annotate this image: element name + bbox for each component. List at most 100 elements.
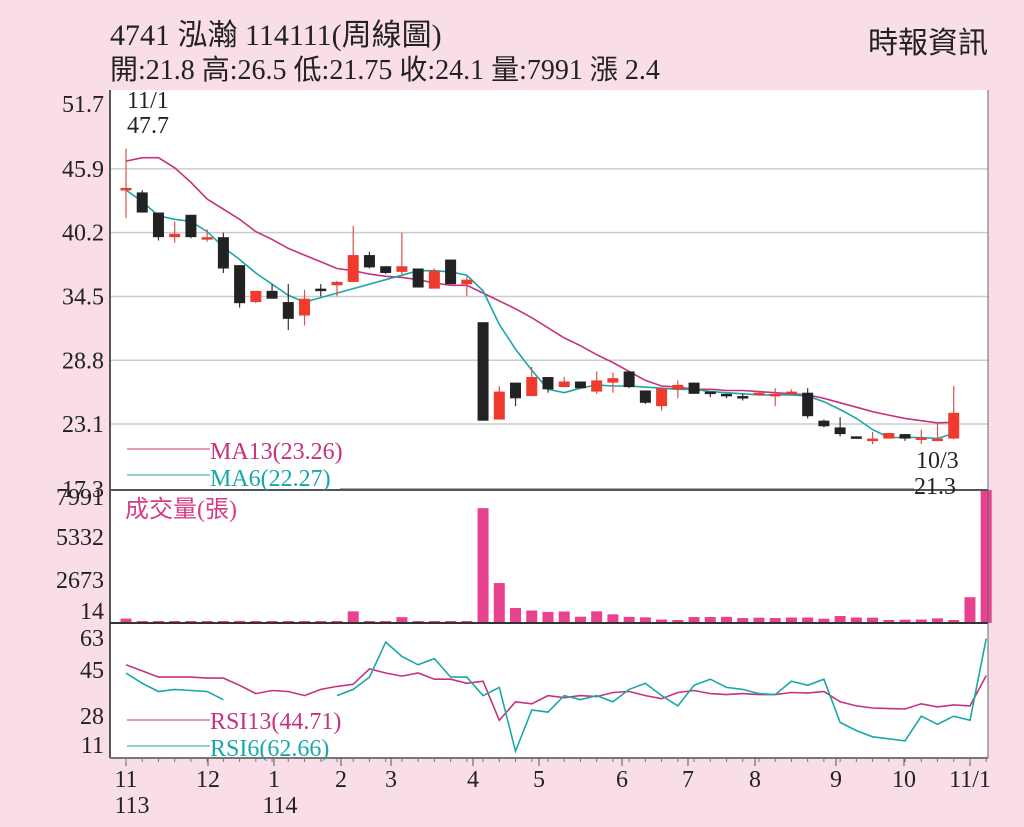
candle-body (915, 437, 927, 440)
candle-body (802, 392, 814, 417)
volume-bar (964, 597, 976, 623)
volume-bar (785, 617, 797, 623)
candle-body (867, 438, 879, 442)
moving-average-lines (125, 156, 954, 440)
candle-body (477, 322, 489, 421)
candle-body (380, 266, 392, 273)
candle-body (234, 265, 246, 304)
candle-body (331, 281, 343, 286)
candle-body (217, 237, 229, 269)
volume-bar (607, 614, 619, 623)
candle-body (574, 381, 586, 389)
y-tick-label: 23.1 (62, 412, 104, 438)
volume-bar (672, 620, 684, 623)
x-tick-label: 1 (268, 767, 280, 793)
x-tick-label: 11 (114, 767, 137, 793)
brand-label: 時報資訊 (868, 27, 988, 60)
candle-body (526, 377, 538, 397)
volume-panel (110, 490, 988, 623)
y-tick-label: 14 (80, 599, 104, 625)
ma13-legend: MA13(23.26) (210, 439, 343, 465)
volume-bar (120, 618, 132, 623)
volume-bar (915, 619, 927, 623)
y-tick-label: 34.5 (62, 284, 104, 310)
ma6-legend: MA6(22.27) (210, 466, 331, 492)
y-tick-label: 28 (80, 704, 104, 730)
candle-body (688, 382, 700, 394)
rsi13-line (125, 664, 987, 722)
volume-bar (688, 617, 700, 623)
rsi6-line (336, 638, 987, 754)
rsi13-legend: RSI13(44.71) (210, 709, 341, 735)
volume-bar (477, 508, 489, 623)
candle-body (152, 212, 164, 238)
volume-bar (623, 616, 635, 623)
candle-body (834, 427, 846, 435)
low-date-annotation: 10/3 (916, 448, 959, 474)
volume-bar (818, 618, 830, 623)
candle-body (558, 381, 570, 388)
candle-body (120, 187, 132, 191)
candle-body (185, 214, 197, 238)
candle-body (721, 393, 733, 397)
volume-bar (574, 616, 586, 623)
candle-body (250, 290, 262, 303)
candle-body (656, 388, 668, 407)
x-tick-label: 3 (385, 767, 397, 793)
y-tick-label: 40.2 (62, 221, 104, 247)
candle-body (672, 384, 684, 390)
y-tick-label: 7991 (56, 485, 104, 511)
x-tick-label: 9 (830, 767, 842, 793)
volume-bar (980, 490, 992, 623)
y-tick-label: 2673 (56, 568, 104, 594)
volume-bar (656, 619, 668, 623)
volume-bar (753, 617, 765, 623)
volume-bar (526, 610, 538, 623)
rsi-lines (125, 638, 987, 754)
candle-body (445, 259, 457, 285)
y-tick-label: 5332 (56, 525, 104, 551)
volume-legend: 成交量(張) (125, 496, 237, 523)
candle-body (299, 298, 311, 316)
chart-title: 4741 泓瀚 114111(周線圖) (110, 19, 442, 52)
candle-body (785, 391, 797, 395)
x-tick-label: 11/1 (949, 767, 991, 793)
volume-bar (704, 617, 716, 623)
y-tick-label: 17.3 (62, 477, 104, 503)
candle-body (883, 432, 895, 439)
rsi-panel (110, 623, 988, 758)
candle-body (282, 302, 294, 319)
candle-body (932, 438, 943, 442)
ohlc-summary: 開:21.8 高:26.5 低:21.75 收:24.1 量:7991 漲 2.… (110, 55, 660, 86)
high-value-annotation: 47.7 (127, 113, 169, 139)
candle-body (542, 377, 554, 390)
volume-bar (542, 612, 554, 623)
y-tick-label: 45.9 (62, 157, 104, 183)
volume-bar (234, 620, 246, 623)
candle-body (493, 391, 505, 420)
y-tick-label: 11 (81, 733, 104, 759)
volume-bar (932, 618, 943, 623)
y-tick-label: 63 (80, 626, 104, 652)
ma13-line (125, 156, 954, 424)
candle-body (315, 288, 327, 292)
volume-bar (721, 616, 733, 623)
x-tick-label: 4 (467, 767, 479, 793)
volume-bar (948, 620, 960, 623)
x-tick-label: 6 (616, 767, 628, 793)
candle-body (412, 268, 424, 288)
volume-bar (510, 608, 522, 623)
candle-body (461, 279, 473, 285)
candle-body (396, 266, 408, 272)
candle-body (737, 396, 749, 399)
y-tick-label: 28.8 (62, 348, 104, 374)
y-tick-label: 45 (80, 658, 104, 684)
candle-body (639, 390, 651, 403)
candle-body (623, 371, 635, 388)
candle-body (769, 393, 781, 397)
ma6-line (125, 189, 954, 440)
candle-body (136, 192, 148, 213)
